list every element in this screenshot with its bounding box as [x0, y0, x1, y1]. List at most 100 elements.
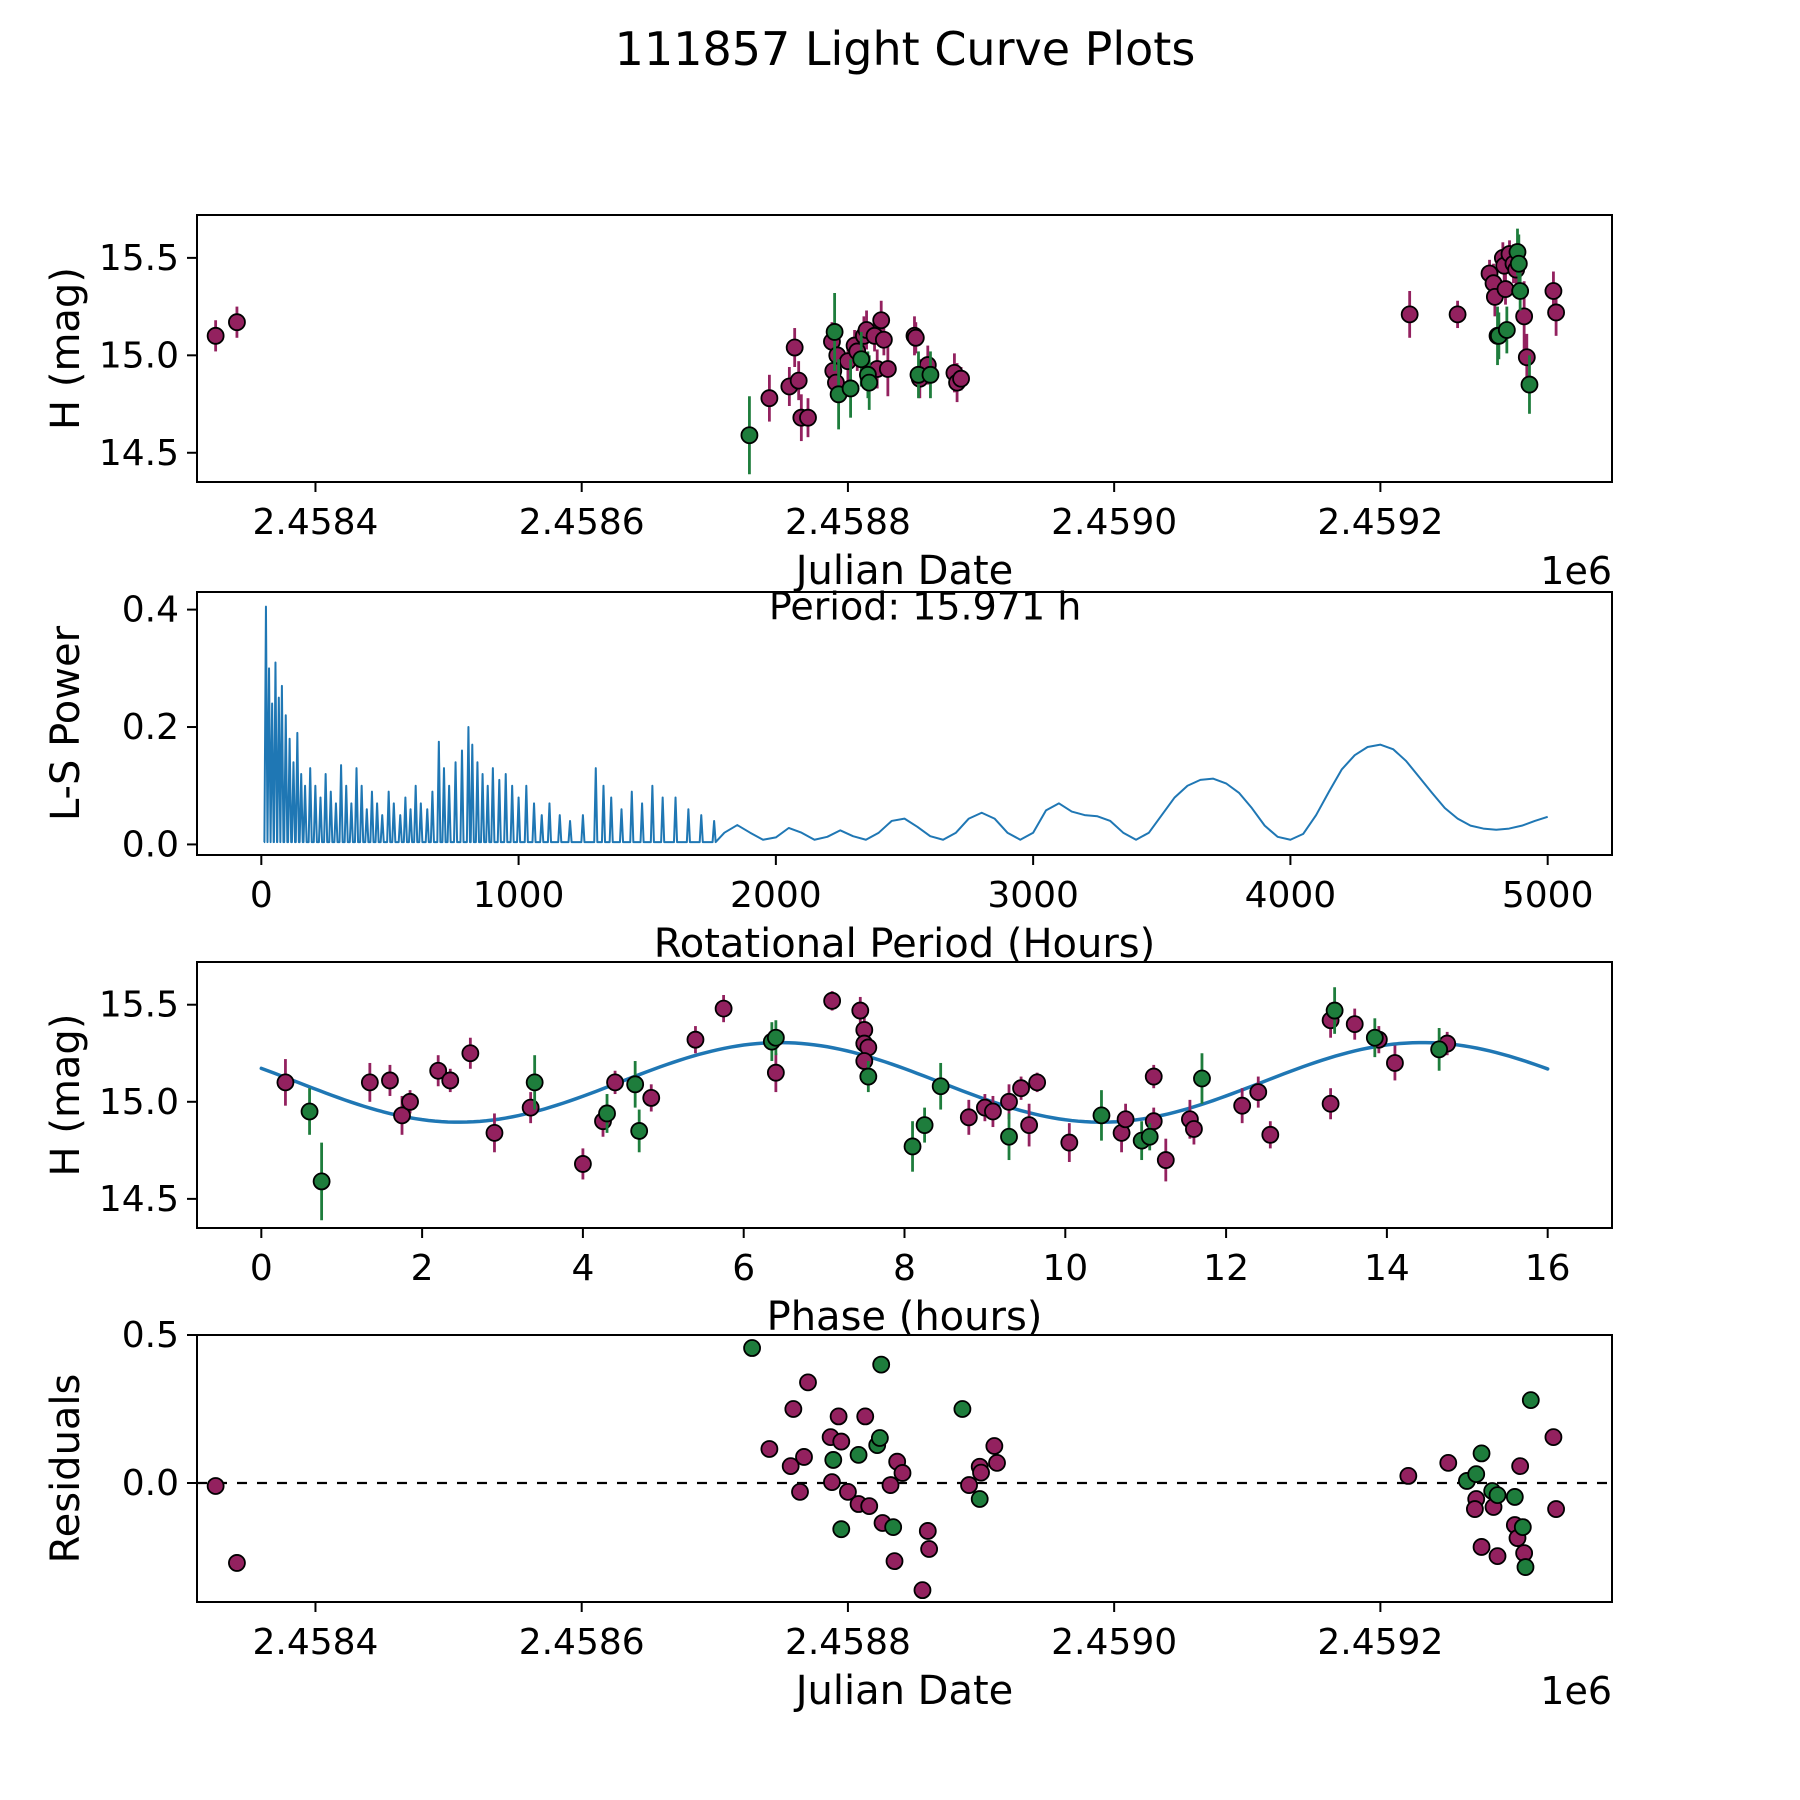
data-point [1012, 1079, 1030, 1098]
svg-text:1000: 1000 [473, 875, 565, 916]
data-point [856, 1407, 875, 1426]
svg-text:2.4588: 2.4588 [785, 1622, 911, 1663]
data-point [884, 1518, 903, 1537]
data-point [799, 408, 817, 427]
panel-residuals: 2.4584 2.4586 2.4588 2.4590 2.4592 0.0 0.5 Juli… [43, 1315, 1613, 1714]
data-point [1000, 1092, 1018, 1111]
data-point [743, 1339, 761, 1357]
data-point [760, 389, 779, 408]
svg-text:4: 4 [571, 1248, 594, 1289]
data-point [915, 1116, 934, 1134]
data-point [885, 1552, 904, 1571]
data-point [988, 1453, 1006, 1472]
data-point [393, 1106, 411, 1125]
data-point [574, 1155, 592, 1173]
svg-text:2.4584: 2.4584 [252, 1622, 378, 1663]
data-point [1116, 1110, 1135, 1129]
data-point [1261, 1125, 1280, 1144]
svg-text:6: 6 [732, 1248, 755, 1289]
data-point [1496, 280, 1515, 298]
data-point [918, 1522, 937, 1540]
data-point [1249, 1083, 1268, 1101]
data-point [913, 1581, 932, 1600]
data-point [872, 311, 891, 330]
data-point [841, 379, 860, 398]
data-point [598, 1104, 616, 1123]
data-point [799, 1373, 817, 1392]
data-point [823, 1473, 841, 1492]
data-point [206, 1477, 225, 1495]
data-point [760, 1440, 779, 1458]
data-point [959, 1108, 978, 1127]
data-point [952, 369, 970, 388]
data-point [1060, 1133, 1079, 1152]
figure-title: 111857 Light Curve Plots [614, 22, 1196, 76]
obs-green [300, 987, 1449, 1221]
data-point [1467, 1465, 1486, 1484]
data-point [1193, 1069, 1211, 1088]
data-point [740, 426, 759, 445]
data-point [1547, 1500, 1565, 1518]
data-point [1517, 348, 1536, 367]
axes-frame [196, 591, 1613, 856]
data-point [931, 1077, 950, 1096]
svg-text:L-S Power: L-S Power [43, 625, 89, 821]
data-point [642, 1089, 661, 1107]
data-point [906, 328, 925, 347]
svg-text:12: 12 [1203, 1248, 1249, 1289]
res-green [743, 1339, 1540, 1576]
data-point [1321, 1094, 1340, 1113]
data-point [381, 1071, 399, 1090]
data-point [429, 1061, 448, 1080]
svg-text:2.4586: 2.4586 [519, 1622, 645, 1663]
data-point [1233, 1096, 1252, 1115]
data-point [881, 1476, 900, 1494]
svg-text:H (mag): H (mag) [43, 267, 89, 430]
data-point [855, 1052, 874, 1070]
svg-text:16: 16 [1525, 1248, 1571, 1289]
svg-text:Phase (hours): Phase (hours) [767, 1294, 1043, 1340]
svg-text:0.2: 0.2 [122, 707, 179, 748]
obs-purple [206, 240, 1565, 442]
data-point [1400, 305, 1419, 324]
data-point [606, 1073, 624, 1092]
axes-frame [196, 1334, 1613, 1603]
data-point [1140, 1127, 1159, 1146]
data-point [852, 350, 871, 369]
data-point [1509, 254, 1528, 273]
data-point [824, 1451, 843, 1469]
panel-light-curve: 2.4584 2.4586 2.4588 2.4590 2.4592 14.5 15.0 15… [43, 214, 1613, 594]
data-point [1516, 1558, 1535, 1576]
svg-text:2.4588: 2.4588 [785, 502, 911, 543]
data-point [874, 330, 893, 349]
data-point [893, 1464, 912, 1482]
data-point [832, 1432, 851, 1451]
svg-text:15.0: 15.0 [99, 1082, 179, 1123]
data-point [1020, 1116, 1039, 1134]
data-point [878, 360, 897, 378]
svg-text:14: 14 [1364, 1248, 1410, 1289]
data-point [1325, 1001, 1344, 1020]
panel-phase-curve: 0 2 4 6 8 10 12 14 16 14.5 15.0 15.5 Phase (hours) H … [43, 961, 1613, 1340]
data-point [849, 1445, 868, 1464]
data-point [1144, 1067, 1163, 1086]
data-point [521, 1098, 540, 1117]
svg-text:Julian Date: Julian Date [793, 1668, 1014, 1714]
svg-text:2000: 2000 [730, 875, 822, 916]
data-point [1365, 1028, 1384, 1047]
data-point [1345, 1015, 1364, 1034]
fit-curve [259, 1040, 1550, 1124]
data-point [766, 1028, 785, 1047]
axis-ticks-phase-curve: 0 2 4 6 8 10 12 14 16 14.5 15.0 15.5 [99, 985, 1571, 1289]
data-point [1515, 307, 1534, 326]
data-point [360, 1073, 379, 1092]
svg-text:2.4592: 2.4592 [1317, 502, 1443, 543]
data-point [921, 365, 940, 384]
data-point [791, 1482, 809, 1501]
svg-text:Rotational Period (Hours): Rotational Period (Hours) [654, 921, 1155, 967]
svg-text:0.4: 0.4 [122, 590, 179, 631]
svg-text:0.0: 0.0 [122, 824, 179, 865]
svg-text:Residuals: Residuals [43, 1374, 89, 1564]
